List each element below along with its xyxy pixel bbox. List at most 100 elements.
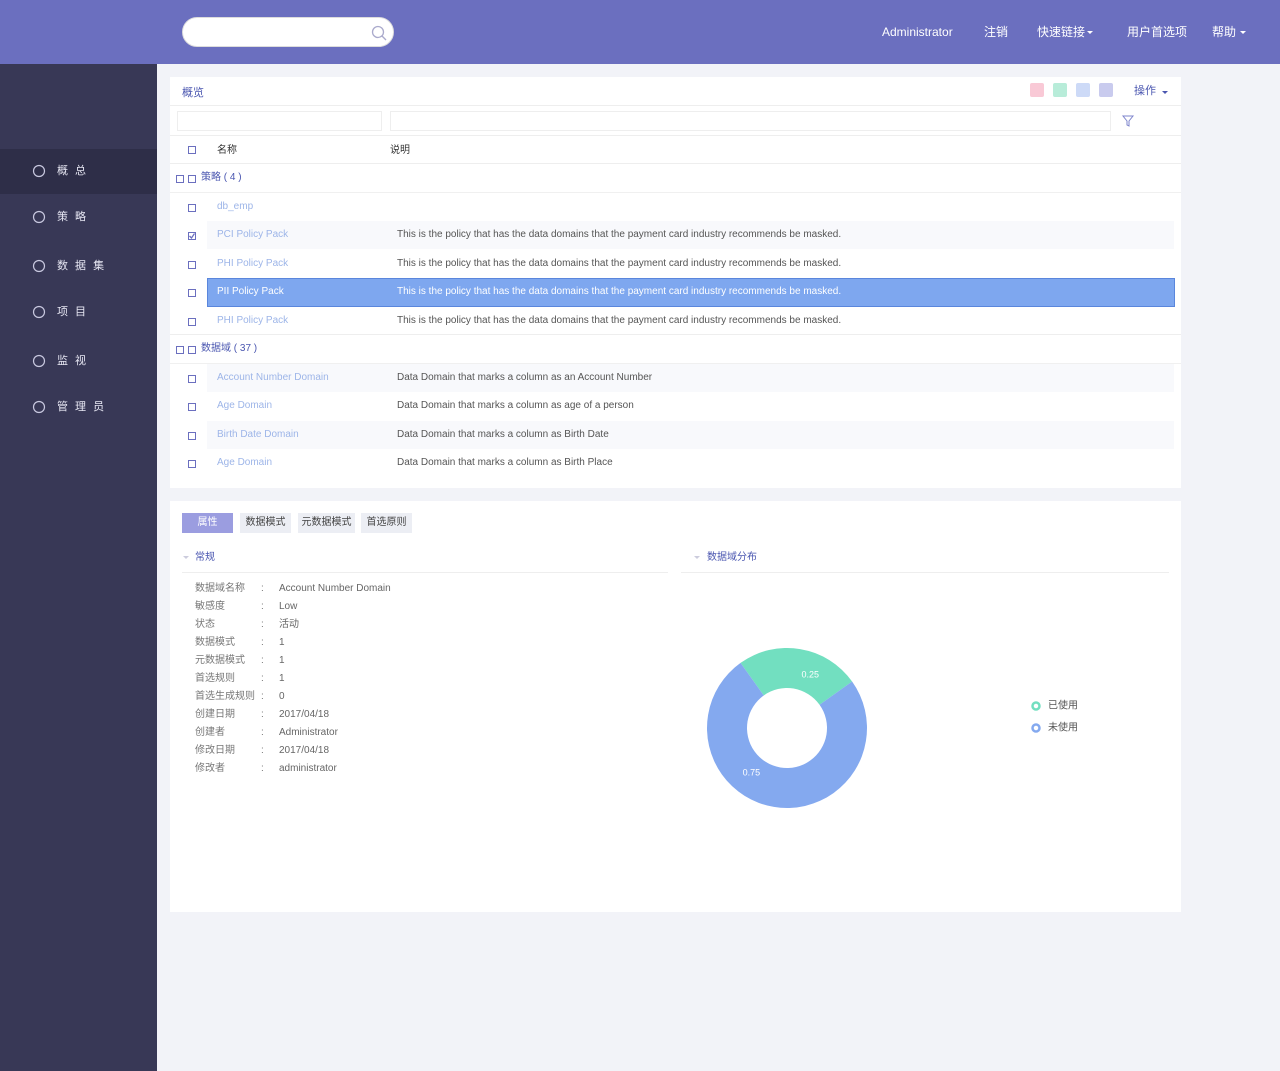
sidebar-item[interactable]: 数 据 集 <box>57 260 107 272</box>
toolbar-button[interactable] <box>1076 83 1090 97</box>
row-name[interactable]: db_emp <box>217 200 254 212</box>
dropdown-caret <box>1240 31 1246 34</box>
checkbox[interactable] <box>188 317 196 326</box>
property-separator: : <box>261 637 264 648</box>
collapse-caret <box>183 556 189 559</box>
checkbox[interactable] <box>188 146 196 154</box>
dropdown-caret <box>1087 31 1093 34</box>
legend-marker <box>1031 701 1041 711</box>
nav-link[interactable]: 快速链接 <box>1037 25 1086 39</box>
property-separator: : <box>261 691 264 702</box>
row-name[interactable]: PCI Policy Pack <box>217 229 289 240</box>
donut-slice <box>707 662 868 808</box>
details-panel <box>170 501 1181 912</box>
row-name[interactable]: Account Number Domain <box>217 371 329 383</box>
row-bg <box>207 420 1174 449</box>
row-name[interactable]: PII Policy Pack <box>217 286 284 297</box>
row-name[interactable]: Birth Date Domain <box>217 428 299 440</box>
property-separator: : <box>261 655 264 666</box>
nav-link[interactable]: 注销 <box>984 25 1009 39</box>
sidebar-icon <box>32 259 46 273</box>
legend-marker <box>1031 723 1041 733</box>
row-description: Data Domain that marks a column as Birth… <box>397 457 613 468</box>
property-label: 修改者 <box>195 763 225 774</box>
tab[interactable]: 首选原则 <box>361 513 412 533</box>
property-value: administrator <box>279 763 337 774</box>
checkbox[interactable] <box>188 460 196 468</box>
checkbox[interactable] <box>188 260 196 269</box>
checkbox[interactable] <box>188 175 196 183</box>
section-title: 常规 <box>195 552 215 563</box>
property-label: 首选规则 <box>195 673 235 684</box>
group-label[interactable]: 数据域 ( 37 ) <box>201 343 258 354</box>
row-name[interactable]: PHI Policy Pack <box>217 314 289 326</box>
row-bg <box>207 363 1174 392</box>
property-separator: : <box>261 583 264 594</box>
tab[interactable]: 属性 <box>182 513 233 533</box>
filter-icon <box>1121 115 1135 127</box>
column-header: 名称 <box>217 145 237 156</box>
sidebar-icon <box>32 305 46 319</box>
checkbox[interactable] <box>188 346 196 354</box>
toolbar-button[interactable] <box>1030 83 1044 97</box>
column-header: 说明 <box>390 145 410 156</box>
expand-icon[interactable] <box>176 175 184 183</box>
chart-title: 数据域分布 <box>707 552 757 563</box>
property-separator: : <box>261 601 264 612</box>
property-value: 1 <box>279 655 285 666</box>
row-description: This is the policy that has the data dom… <box>397 257 842 269</box>
row-name[interactable]: Age Domain <box>217 457 273 468</box>
expand-icon[interactable] <box>176 346 184 354</box>
checkbox[interactable] <box>188 289 196 297</box>
property-value: 1 <box>279 673 285 684</box>
sidebar-item[interactable]: 管 理 员 <box>57 401 107 413</box>
checkbox[interactable] <box>188 374 196 383</box>
property-value: 1 <box>279 637 285 648</box>
group-label[interactable]: 策略 ( 4 ) <box>201 172 242 183</box>
property-label: 数据域名称 <box>195 583 245 594</box>
checkbox[interactable] <box>188 403 196 411</box>
sidebar-icon <box>32 164 46 178</box>
sidebar-item[interactable]: 监 视 <box>57 355 89 367</box>
nav-link[interactable]: 帮助 <box>1212 25 1237 39</box>
tab[interactable]: 元数据模式 <box>298 513 355 533</box>
property-label: 创建日期 <box>195 709 235 720</box>
row-name[interactable]: Age Domain <box>217 400 273 411</box>
selected-row[interactable] <box>207 278 1175 307</box>
property-separator: : <box>261 763 264 774</box>
toolbar-button[interactable] <box>1099 83 1113 97</box>
toolbar-button[interactable] <box>1053 83 1067 97</box>
checkbox[interactable] <box>188 431 196 440</box>
property-label: 状态 <box>195 619 215 630</box>
collapse-caret <box>694 556 700 559</box>
filter-input[interactable] <box>177 111 382 131</box>
legend-label: 已使用 <box>1048 699 1078 712</box>
property-value: 0 <box>279 691 285 702</box>
property-separator: : <box>261 619 264 630</box>
checkbox[interactable] <box>188 203 196 212</box>
checkbox[interactable] <box>188 232 196 240</box>
property-label: 元数据模式 <box>195 655 245 666</box>
property-value: 2017/04/18 <box>279 709 330 720</box>
search-icon <box>371 25 387 41</box>
slice-label: 0.25 <box>801 670 819 680</box>
check <box>189 233 195 239</box>
nav-link[interactable]: Administrator <box>882 25 953 39</box>
property-separator: : <box>261 673 264 684</box>
dropdown-caret <box>1162 91 1168 94</box>
property-value: 活动 <box>279 619 299 630</box>
row-name[interactable]: PHI Policy Pack <box>217 257 289 269</box>
sidebar-item[interactable]: 概 总 <box>57 165 89 177</box>
panel-title: 概览 <box>182 87 204 99</box>
property-value: Low <box>279 601 298 612</box>
action-menu[interactable]: 操作 <box>1134 85 1156 97</box>
legend-label: 未使用 <box>1048 721 1078 734</box>
property-value: Administrator <box>279 727 338 738</box>
search-box[interactable] <box>182 17 394 47</box>
sidebar-item[interactable]: 策 略 <box>57 211 89 223</box>
filter-input[interactable] <box>390 111 1111 131</box>
nav-link[interactable]: 用户首选项 <box>1127 25 1188 39</box>
tab[interactable]: 数据模式 <box>240 513 291 533</box>
sidebar-item[interactable]: 项 目 <box>57 306 89 318</box>
